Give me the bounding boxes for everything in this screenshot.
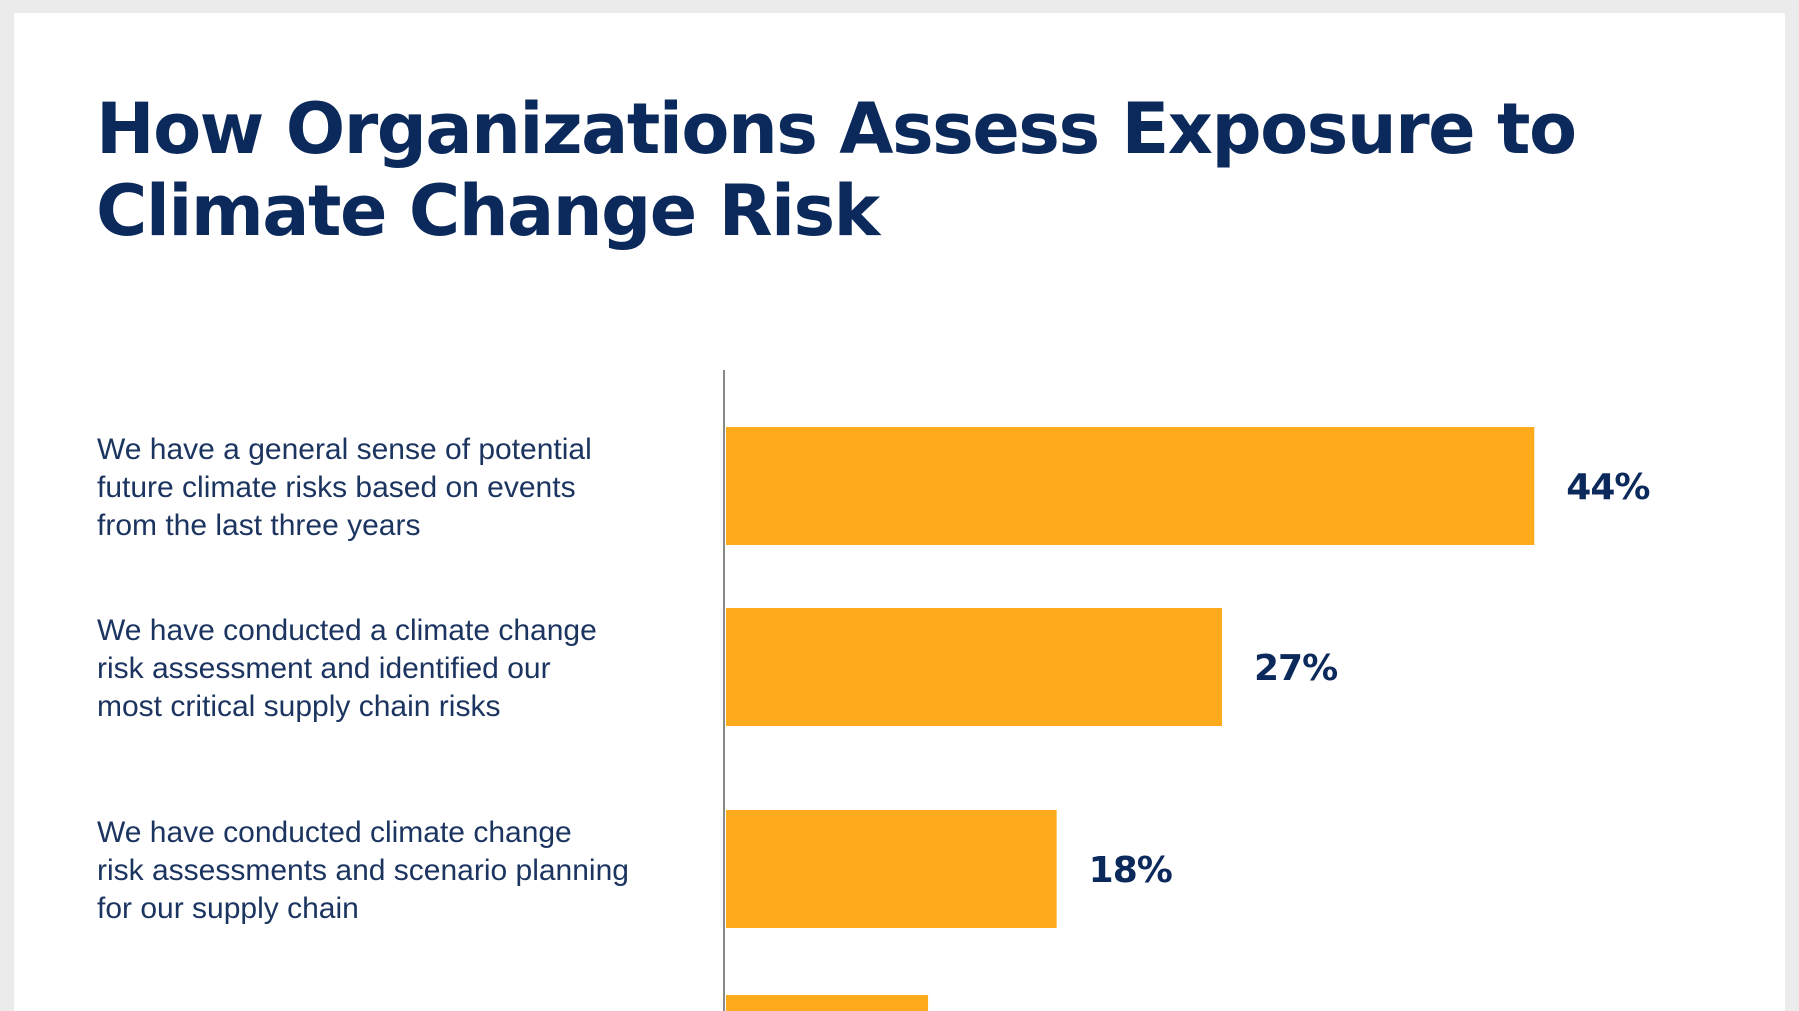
category-label-2: We have conducted a climate change risk a… bbox=[97, 612, 597, 726]
category-label-3: We have conducted climate change risk ass… bbox=[97, 814, 629, 928]
title-line-2: Climate Change Risk bbox=[96, 170, 880, 252]
data-label-2: 27% bbox=[1254, 648, 1337, 689]
bar-1 bbox=[726, 427, 1535, 545]
data-label-3: 18% bbox=[1089, 850, 1172, 891]
category-label-line: most critical supply chain risks bbox=[97, 690, 501, 723]
category-label-line: We have conducted a climate change bbox=[97, 614, 597, 647]
category-label-line: from the last three years bbox=[97, 509, 421, 542]
data-label-1: 44% bbox=[1566, 467, 1649, 508]
category-label-line: risk assessment and identified our bbox=[97, 652, 551, 685]
bar-3 bbox=[726, 810, 1057, 928]
category-label-line: We have a general sense of potential bbox=[97, 433, 592, 466]
category-label-line: future climate risks based on events bbox=[97, 471, 576, 504]
category-label-line: We have conducted climate change bbox=[97, 816, 572, 849]
category-label-1: We have a general sense of potential futu… bbox=[97, 431, 592, 545]
bar-2 bbox=[726, 608, 1222, 726]
category-label-line: risk assessments and scenario planning bbox=[97, 854, 629, 887]
title-line-1: How Organizations Assess Exposure to bbox=[96, 88, 1577, 170]
category-label-line: for our supply chain bbox=[97, 892, 359, 925]
bar-4 bbox=[726, 995, 929, 1011]
chart-title: How Organizations Assess Exposure to Cli… bbox=[96, 88, 1577, 252]
